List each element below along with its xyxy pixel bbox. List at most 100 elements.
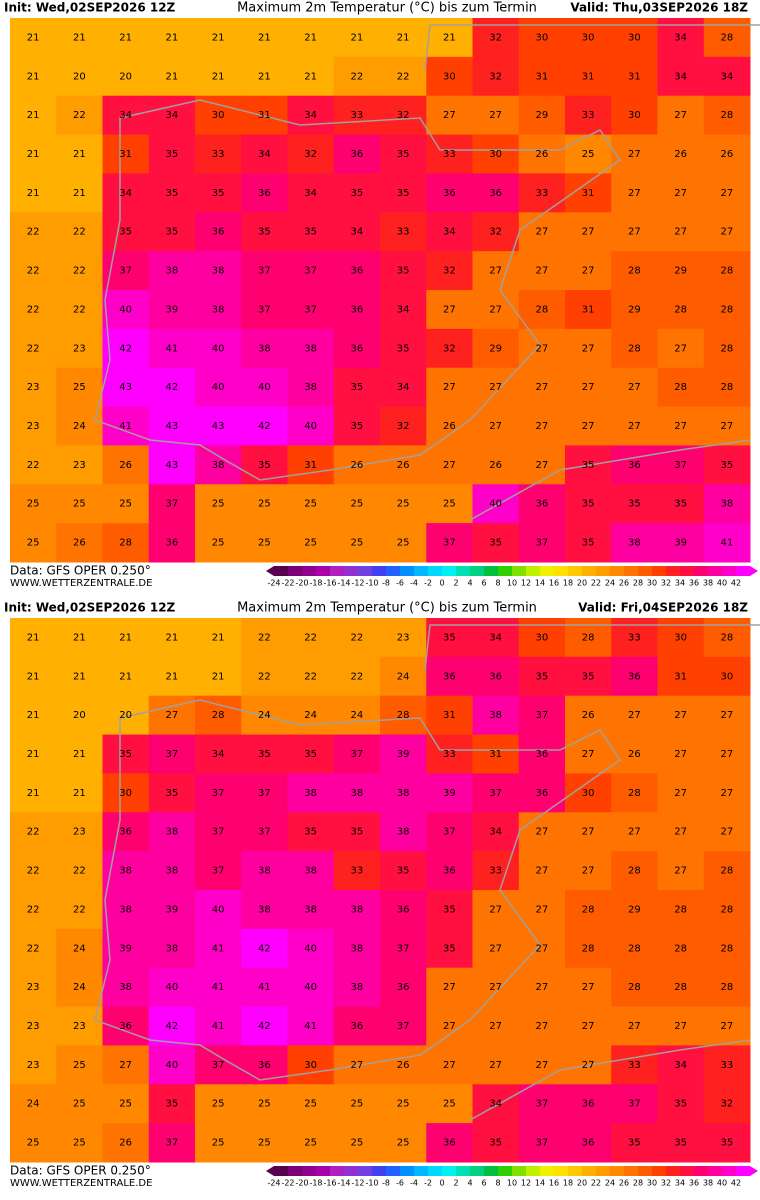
- temperature-cell: [287, 445, 335, 485]
- temperature-cell: [611, 134, 658, 174]
- temperature-label: 25: [212, 1099, 225, 1110]
- colorbar-swatch: [680, 1166, 694, 1176]
- temperature-cell: [102, 212, 150, 252]
- temperature-cell: [703, 1006, 751, 1046]
- temperature-cell: [102, 173, 150, 213]
- temperature-cell: [565, 251, 612, 291]
- temperature-cell: [472, 1006, 520, 1046]
- temperature-label: 34: [166, 110, 179, 121]
- colorbar-tick-label: -8: [382, 1179, 390, 1188]
- temperature-label: 36: [443, 671, 456, 682]
- temperature-label: 22: [73, 904, 86, 915]
- temperature-cell: [287, 173, 335, 213]
- temperature-label: 21: [212, 32, 225, 43]
- colorbar-swatch: [386, 566, 400, 576]
- temperature-cell: [287, 618, 335, 658]
- temperature-cell: [703, 928, 751, 969]
- temperature-cell: [611, 656, 658, 697]
- temperature-cell: [518, 367, 566, 408]
- temperature-label: 27: [536, 227, 549, 238]
- temperature-label: 26: [489, 460, 502, 471]
- temperature-label: 33: [628, 1060, 641, 1071]
- temperature-cell: [195, 773, 242, 813]
- temperature-cell: [657, 1123, 705, 1163]
- temperature-cell: [426, 328, 473, 369]
- temperature-label: 33: [721, 1060, 734, 1071]
- colorbar-tick-label: 20: [577, 579, 587, 588]
- temperature-cell: [611, 484, 658, 524]
- temperature-cell: [148, 851, 196, 891]
- temperature-label: 36: [536, 749, 549, 760]
- temperature-cell: [426, 773, 473, 813]
- temperature-label: 30: [304, 1060, 317, 1071]
- temperature-cell: [10, 967, 57, 1008]
- temperature-label: 35: [351, 827, 364, 838]
- temperature-cell: [611, 56, 658, 97]
- temperature-cell: [287, 928, 335, 969]
- temperature-label: 38: [119, 904, 132, 915]
- temperature-cell: [10, 484, 57, 524]
- temperature-cell: [657, 656, 705, 697]
- colorbar-tick-label: 22: [591, 1179, 601, 1188]
- temperature-label: 28: [628, 266, 641, 277]
- temperature-label: 26: [119, 460, 132, 471]
- temperature-label: 40: [212, 343, 225, 354]
- temperature-label: 21: [27, 149, 40, 160]
- temperature-cell: [195, 18, 242, 58]
- temperature-label: 28: [628, 982, 641, 993]
- temperature-cell: [380, 967, 427, 1008]
- temperature-label: 21: [73, 188, 86, 199]
- temperature-label: 26: [674, 149, 687, 160]
- temperature-label: 38: [166, 943, 179, 954]
- temperature-cell: [148, 1084, 196, 1124]
- temperature-label: 21: [119, 32, 132, 43]
- temperature-cell: [611, 328, 658, 369]
- temperature-label: 25: [258, 538, 271, 549]
- colorbar-swatch: [610, 566, 624, 576]
- temperature-label: 26: [73, 538, 86, 549]
- temperature-label: 34: [304, 188, 317, 199]
- temperature-label: 31: [119, 149, 132, 160]
- temperature-label: 23: [27, 1021, 40, 1032]
- colorbar-tick-label: 28: [633, 579, 643, 588]
- colorbar-swatch: [568, 1166, 582, 1176]
- temperature-label: 30: [582, 788, 595, 799]
- temperature-label: 25: [443, 499, 456, 510]
- colorbar-swatch: [736, 1166, 750, 1176]
- colorbar-swatch: [596, 1166, 610, 1176]
- temperature-cell: [102, 523, 150, 563]
- temperature-label: 39: [119, 943, 132, 954]
- temperature-label: 33: [351, 110, 364, 121]
- temperature-cell: [611, 773, 658, 813]
- temperature-label: 40: [166, 1060, 179, 1071]
- temperature-label: 22: [73, 266, 86, 277]
- temperature-label: 31: [443, 710, 456, 721]
- map-area: 21 21 21 21 21 22 22 22 23 35 34 30 28 33 30 28 21 21 21 21…: [10, 618, 760, 1163]
- temperature-label: 22: [73, 227, 86, 238]
- temperature-cell: [380, 890, 427, 930]
- temperature-label: 21: [73, 749, 86, 760]
- temperature-label: 20: [73, 71, 86, 82]
- temperature-cell: [333, 1084, 381, 1124]
- temperature-label: 38: [304, 343, 317, 354]
- temperature-cell: [287, 1045, 335, 1085]
- temperature-label: 35: [258, 460, 271, 471]
- temperature-cell: [703, 734, 751, 774]
- temperature-cell: [56, 1123, 103, 1163]
- temperature-cell: [518, 1045, 566, 1085]
- temperature-cell: [565, 290, 612, 330]
- temperature-cell: [56, 1006, 103, 1046]
- temperature-label: 28: [721, 32, 734, 43]
- temperature-cell: [565, 95, 612, 136]
- temperature-label: 28: [721, 904, 734, 915]
- colorbar-swatch: [582, 1166, 596, 1176]
- temperature-cell: [148, 212, 196, 252]
- temperature-label: 37: [119, 266, 132, 277]
- temperature-label: 40: [304, 421, 317, 432]
- temperature-label: 24: [27, 1099, 40, 1110]
- colorbar-tick-label: 34: [675, 579, 685, 588]
- temperature-cell: [10, 290, 57, 330]
- temperature-cell: [703, 1084, 751, 1124]
- temperature-label: 31: [582, 304, 595, 315]
